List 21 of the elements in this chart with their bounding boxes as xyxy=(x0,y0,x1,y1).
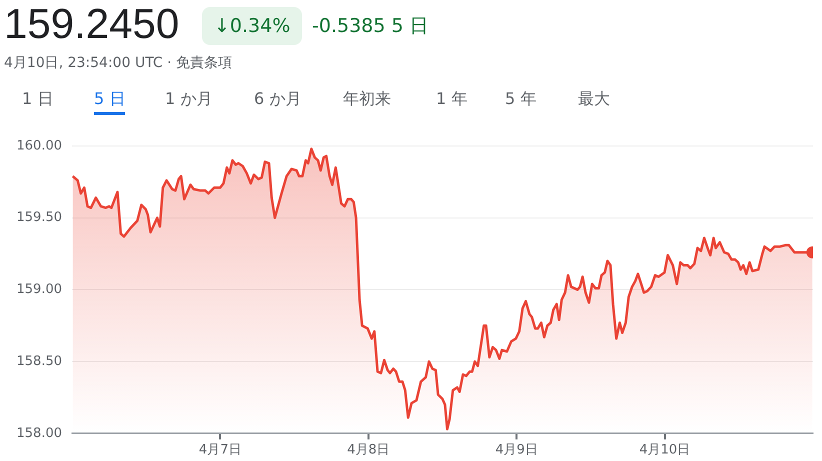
text: -0.5385 5 日 xyxy=(312,14,429,39)
x-tick-label: 4月9日 xyxy=(495,442,538,458)
text: 1 年 xyxy=(436,88,468,110)
text: 5 日 xyxy=(94,88,126,115)
text: 5 年 xyxy=(505,88,536,110)
text: 最大 xyxy=(578,88,610,110)
chart-title: 159.2450 xyxy=(4,0,180,48)
text: 1 日 xyxy=(22,88,54,110)
y-tick-label: 158.00 xyxy=(16,426,62,441)
x-tick-label: 4月10日 xyxy=(639,442,690,458)
y-tick-label: 159.50 xyxy=(16,210,62,226)
chart-subtitle: 4月10日, 23:54:00 UTC · 免責条項 xyxy=(4,54,232,72)
x-tick-label: 4月8日 xyxy=(347,442,390,458)
y-tick-label: 160.00 xyxy=(16,138,62,154)
text: 6 か月 xyxy=(254,88,302,110)
text: 1 か月 xyxy=(165,88,212,110)
y-tick-label: 159.00 xyxy=(16,282,62,298)
y-tick-label: 158.50 xyxy=(16,354,62,369)
text: 年初来 xyxy=(343,88,391,110)
x-tick-label: 4月7日 xyxy=(198,442,242,458)
text: ↓0.34% xyxy=(202,7,302,45)
